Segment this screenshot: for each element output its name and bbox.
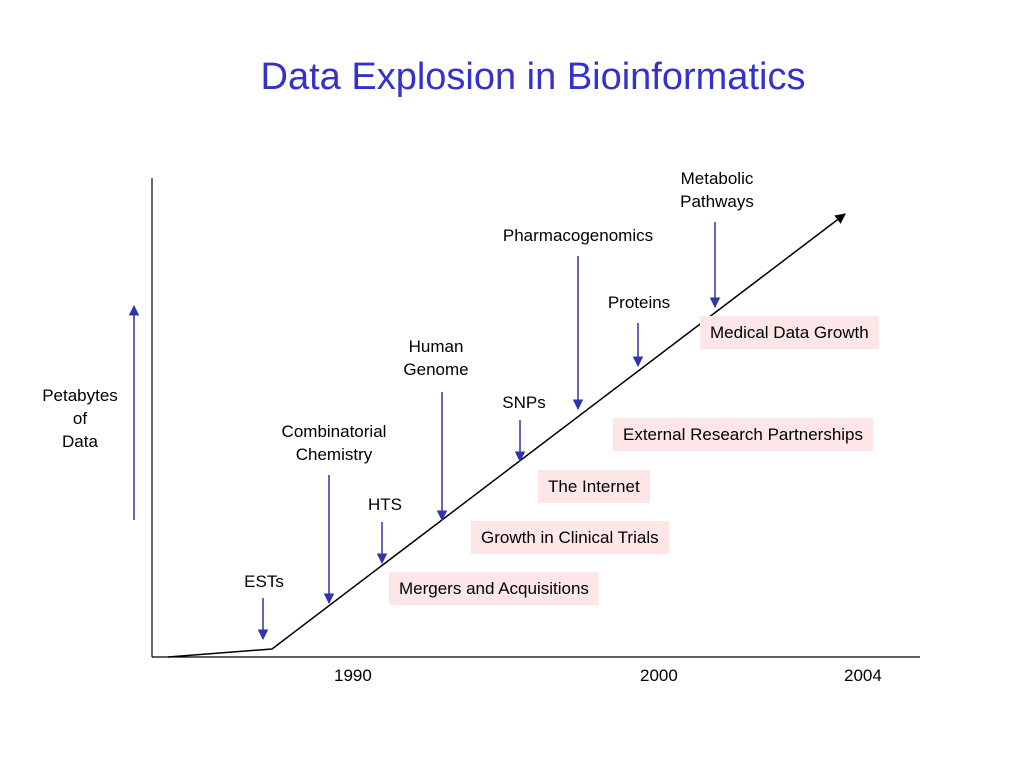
- snps-label: SNPs: [502, 393, 546, 412]
- page-title: Data Explosion in Bioinformatics: [260, 56, 806, 98]
- driver-medical-data-growth: Medical Data Growth: [700, 316, 879, 349]
- x-tick-1990: 1990: [334, 666, 372, 685]
- driver-growth-in-clinical-trials: Growth in Clinical Trials: [471, 521, 669, 554]
- metabolic-pathways-label: Metabolic Pathways: [680, 169, 754, 211]
- growth-line: [167, 213, 846, 658]
- ests-label: ESTs: [244, 572, 284, 591]
- human-genome-label: Human Genome: [403, 337, 469, 379]
- y-axis-label: Petabytes of Data: [42, 386, 118, 451]
- driver-mergers-and-acquisitions: Mergers and Acquisitions: [389, 572, 599, 605]
- proteins-label: Proteins: [607, 293, 671, 312]
- driver-external-research-partnerships: External Research Partnerships: [613, 418, 874, 451]
- driver-the-internet: The Internet: [538, 470, 650, 503]
- pharmacogenomics-label: Pharmacogenomics: [502, 226, 654, 245]
- x-tick-2000: 2000: [640, 666, 678, 685]
- hts-label: HTS: [368, 495, 402, 514]
- x-tick-2004: 2004: [844, 666, 882, 685]
- combinatorial-chemistry-label: Combinatorial Chemistry: [281, 422, 387, 464]
